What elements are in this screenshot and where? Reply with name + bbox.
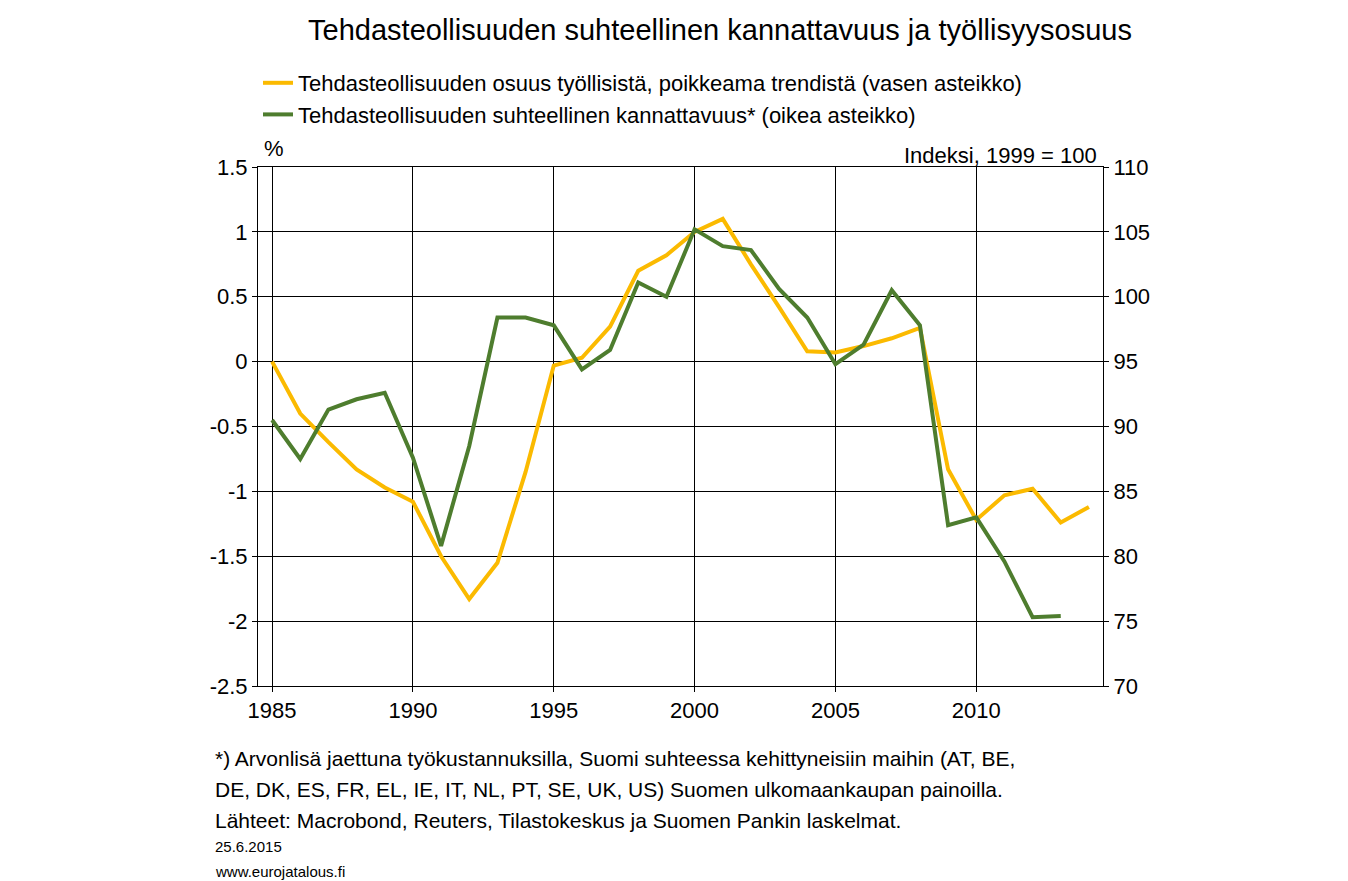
svg-text:90: 90 [1113,414,1137,439]
svg-text:-2.5: -2.5 [210,674,248,699]
svg-text:25.6.2015: 25.6.2015 [215,838,282,855]
svg-text:2010: 2010 [952,698,1001,723]
svg-text:85: 85 [1113,479,1137,504]
svg-text:80: 80 [1113,544,1137,569]
svg-text:110: 110 [1113,155,1148,180]
svg-text:105: 105 [1113,220,1150,245]
svg-text:1985: 1985 [248,698,297,723]
svg-text:-0.5: -0.5 [210,414,248,439]
svg-text:DE, DK, ES, FR, EL, IE, IT, NL: DE, DK, ES, FR, EL, IE, IT, NL, PT, SE, … [215,778,1003,801]
svg-text:0: 0 [235,349,247,374]
svg-text:Tehdasteollisuuden suhteelline: Tehdasteollisuuden suhteellinen kannatta… [308,14,1132,46]
svg-text:Tehdasteollisuuden suhteelline: Tehdasteollisuuden suhteellinen kannatta… [298,103,916,128]
svg-text:1990: 1990 [388,698,437,723]
svg-text:-1.5: -1.5 [210,544,248,569]
svg-text:-1: -1 [228,479,248,504]
svg-text:100: 100 [1113,284,1150,309]
svg-text:70: 70 [1113,674,1137,699]
svg-text:Lähteet: Macrobond, Reuters, T: Lähteet: Macrobond, Reuters, Tilastokesk… [215,809,901,832]
svg-text:-2: -2 [228,609,248,634]
svg-text:Tehdasteollisuuden osuus työll: Tehdasteollisuuden osuus työllisistä, po… [298,71,1022,96]
svg-text:1995: 1995 [529,698,578,723]
svg-text:Indeksi, 1999 = 100: Indeksi, 1999 = 100 [904,143,1097,168]
svg-text:*) Arvonlisä jaettuna työkusta: *) Arvonlisä jaettuna työkustannuksilla,… [215,747,1015,770]
svg-text:2000: 2000 [670,698,719,723]
svg-text:1: 1 [235,220,247,245]
svg-text:2005: 2005 [811,698,860,723]
svg-text:1.5: 1.5 [217,155,248,180]
svg-text:95: 95 [1113,349,1137,374]
svg-text:0.5: 0.5 [217,284,248,309]
svg-text:www.eurojatalous.fi: www.eurojatalous.fi [215,863,345,880]
svg-text:75: 75 [1113,609,1137,634]
svg-text:%: % [264,136,284,161]
